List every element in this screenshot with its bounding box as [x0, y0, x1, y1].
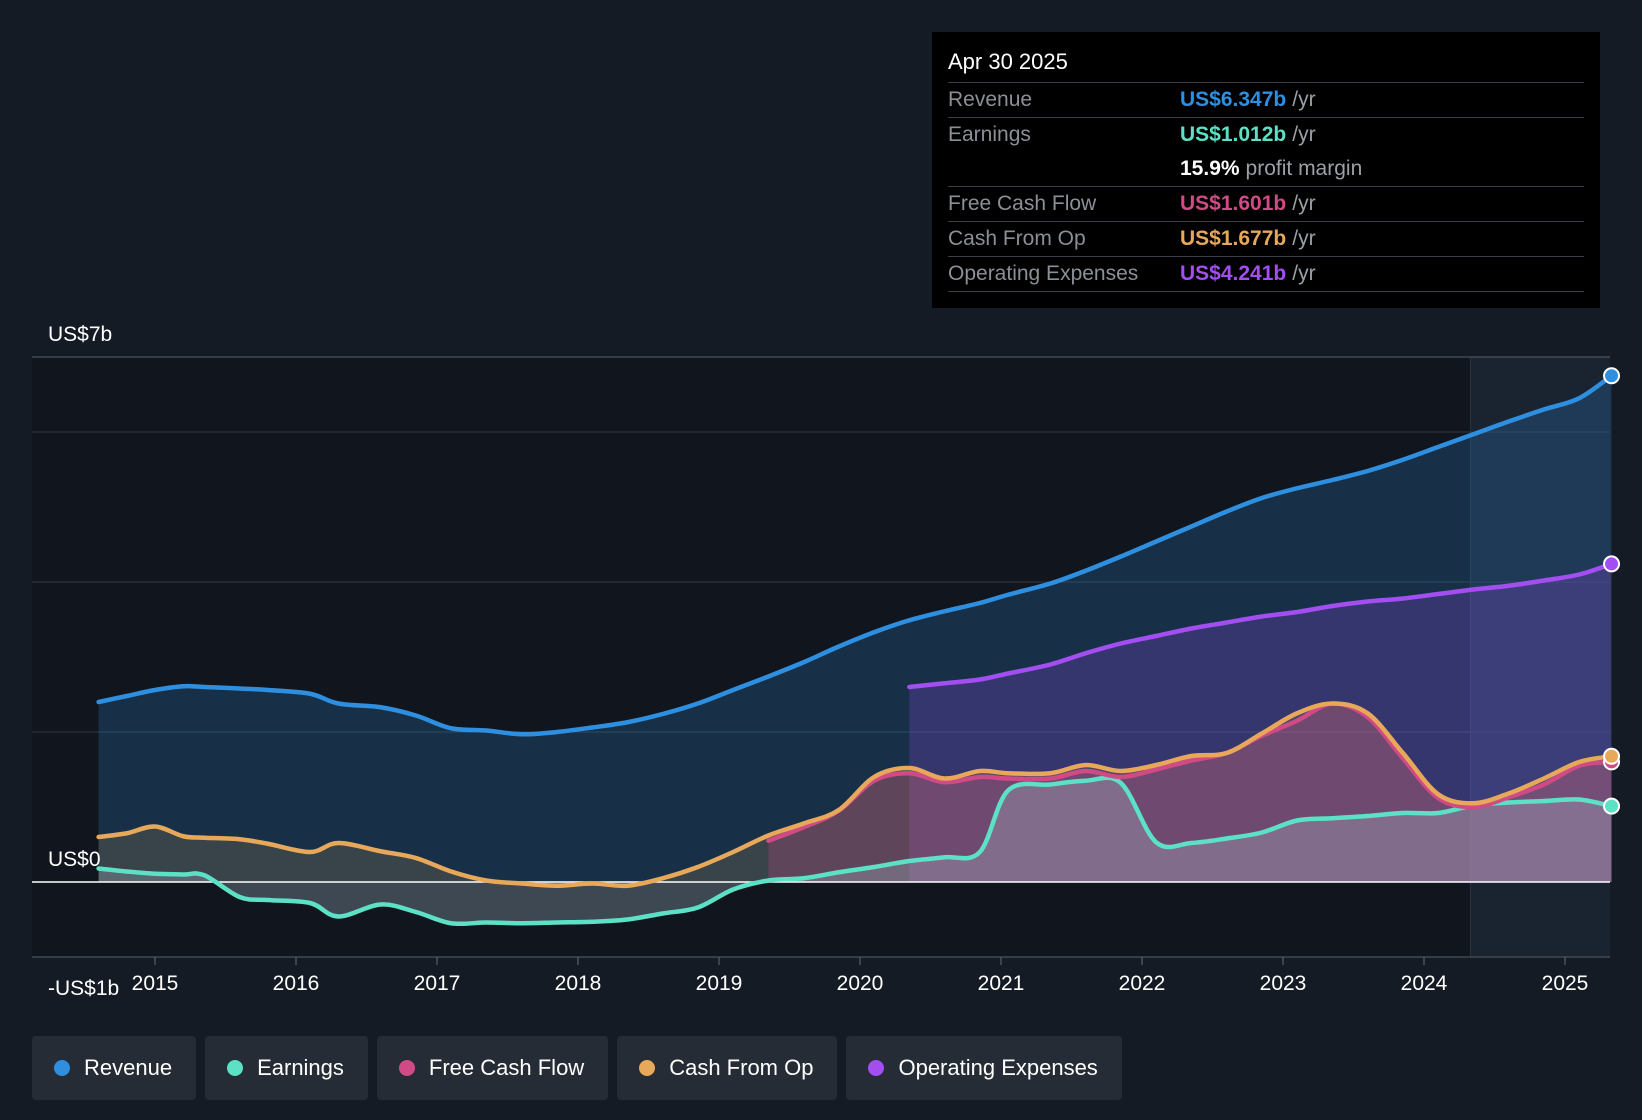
x-tick-label: 2020 [837, 972, 884, 995]
tooltip-row-earnings: Earnings US$1.012b /yr [948, 118, 1584, 152]
area-earnings [98, 777, 1612, 924]
legend-label-earnings: Earnings [257, 1055, 344, 1080]
legend: Revenue Earnings Free Cash Flow Cash Fro… [32, 1036, 1122, 1100]
tooltip-label-fcf: Free Cash Flow [948, 192, 1097, 215]
plot-area [32, 357, 1610, 957]
legend-dot-earnings [227, 1060, 244, 1076]
x-tick-label: 2017 [414, 972, 461, 995]
legend-item-revenue[interactable]: Revenue [32, 1036, 197, 1100]
tooltip-value-earnings: US$1.012b [1180, 123, 1287, 146]
legend-item-earnings[interactable]: Earnings [205, 1036, 368, 1100]
tooltip-label-revenue: Revenue [948, 88, 1033, 111]
tooltip-unit: /yr [1292, 123, 1316, 146]
y-axis-label: US$0 [48, 848, 101, 871]
line-free-cash-flow [766, 701, 1614, 843]
x-tick-label: 2024 [1401, 972, 1448, 995]
tooltip-row-fcf: Free Cash Flow US$1.601b /yr [948, 187, 1584, 222]
legend-item-opex[interactable]: Operating Expenses [846, 1036, 1122, 1100]
tooltip-label-cfo: Cash From Op [948, 227, 1086, 250]
legend-dot-fcf [398, 1060, 415, 1076]
tooltip-row-cfo: Cash From Op US$1.677b /yr [948, 222, 1584, 257]
legend-item-fcf[interactable]: Free Cash Flow [376, 1036, 609, 1100]
legend-dot-cfo [639, 1060, 656, 1076]
y-axis-label: US$7b [48, 323, 112, 346]
y-axis-label: -US$1b [48, 977, 119, 1000]
tooltip-unit: /yr [1292, 88, 1316, 111]
line-operating-expenses [907, 561, 1614, 690]
tooltip-value-revenue: US$6.347b [1180, 88, 1287, 111]
tooltip-row-margin: 15.9% profit margin [948, 152, 1584, 187]
legend-label-cfo: Cash From Op [669, 1055, 814, 1080]
x-tick-label: 2025 [1542, 972, 1589, 995]
legend-dot-opex [868, 1060, 885, 1076]
x-tick-label: 2018 [555, 972, 602, 995]
area-cash-from-op [98, 703, 1612, 886]
legend-item-cfo[interactable]: Cash From Op [617, 1036, 838, 1100]
line-earnings [96, 775, 1614, 927]
legend-dot-revenue [54, 1060, 70, 1076]
x-tick-label: 2023 [1260, 972, 1307, 995]
tooltip-margin-pct: 15.9% [1180, 157, 1240, 180]
x-tick-label: 2021 [978, 972, 1025, 995]
end-marker-revenue [1603, 367, 1621, 385]
end-marker-earnings [1603, 797, 1621, 815]
highlight-band [1470, 357, 1610, 957]
area-operating-expenses [909, 563, 1612, 882]
tooltip-label-earnings: Earnings [948, 123, 1031, 146]
tooltip-value-opex: US$4.241b [1180, 262, 1287, 285]
line-revenue [96, 373, 1614, 737]
area-free-cash-flow [768, 703, 1612, 882]
tooltip-unit: /yr [1292, 262, 1316, 285]
tooltip: Apr 30 2025 Revenue US$6.347b /yr Earnin… [932, 32, 1600, 308]
end-marker-cash-from-op [1603, 747, 1621, 765]
tooltip-margin-text: profit margin [1245, 157, 1363, 180]
area-revenue [98, 375, 1612, 882]
tooltip-date: Apr 30 2025 [948, 46, 1584, 83]
legend-label-fcf: Free Cash Flow [428, 1055, 585, 1080]
end-marker-operating-expenses [1603, 555, 1621, 573]
tooltip-unit: /yr [1292, 227, 1316, 250]
x-tick-label: 2016 [273, 972, 320, 995]
tooltip-value-fcf: US$1.601b [1180, 192, 1287, 215]
x-tick-label: 2022 [1119, 972, 1166, 995]
tooltip-unit: /yr [1292, 192, 1316, 215]
tooltip-value-cfo: US$1.677b [1180, 227, 1287, 250]
legend-label-revenue: Revenue [84, 1055, 173, 1080]
tooltip-row-opex: Operating Expenses US$4.241b /yr [948, 257, 1584, 292]
x-tick-label: 2015 [132, 972, 179, 995]
line-cash-from-op [96, 701, 1614, 889]
tooltip-row-revenue: Revenue US$6.347b /yr [948, 83, 1584, 118]
x-tick-label: 2019 [696, 972, 743, 995]
legend-label-opex: Operating Expenses [898, 1055, 1098, 1080]
tooltip-label-opex: Operating Expenses [948, 262, 1139, 285]
